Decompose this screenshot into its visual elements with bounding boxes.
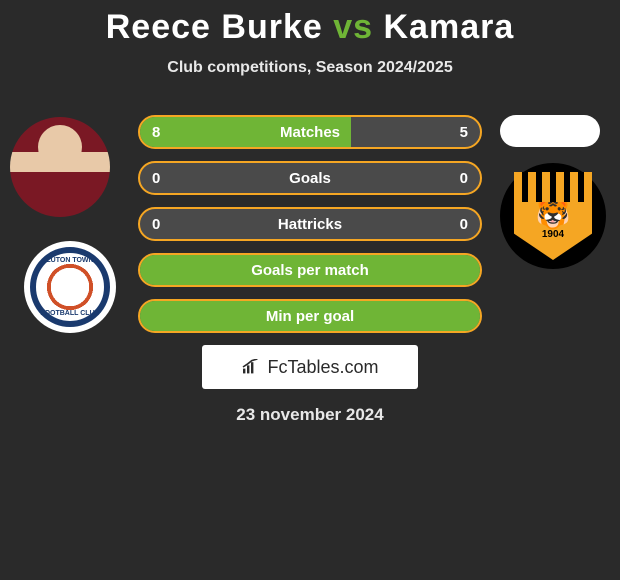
stat-value-left: 0 (140, 209, 172, 239)
tiger-icon: 🐯 (536, 198, 571, 231)
stat-bar: Min per goal (138, 299, 482, 333)
stat-value-right: 0 (448, 209, 480, 239)
content-area: LUTON TOWN FOOTBALL CLUB 🐯 1904 8 5 Matche… (0, 105, 620, 425)
stat-label: Hattricks (278, 216, 342, 233)
stat-value-left: 0 (140, 163, 172, 193)
hull-badge-stripes (514, 172, 592, 202)
stat-value-right: 0 (448, 163, 480, 193)
chart-icon (241, 359, 261, 375)
stat-bars-container: 8 5 Matches 0 0 Goals 0 0 Hattricks Goals per mat… (138, 105, 482, 333)
stat-label: Min per goal (266, 308, 354, 325)
badge1-text-top: LUTON TOWN (36, 257, 104, 264)
hull-badge-shield: 🐯 1904 (514, 172, 592, 260)
badge1-text-bottom: FOOTBALL CLUB (36, 310, 104, 317)
stat-bar: Goals per match (138, 253, 482, 287)
stat-label: Goals per match (251, 262, 369, 279)
stat-bar: 8 5 Matches (138, 115, 482, 149)
watermark-text: FcTables.com (267, 357, 378, 378)
hull-badge-year: 1904 (542, 229, 564, 240)
comparison-title: Reece Burke vs Kamara (0, 0, 620, 47)
subtitle: Club competitions, Season 2024/2025 (0, 59, 620, 77)
stat-value-left: 8 (140, 117, 172, 147)
player1-avatar (10, 117, 110, 217)
stat-value-right: 5 (448, 117, 480, 147)
player2-club-badge: 🐯 1904 (500, 163, 606, 269)
player1-club-badge: LUTON TOWN FOOTBALL CLUB (24, 241, 116, 333)
stat-label: Goals (289, 170, 331, 187)
player1-name: Reece Burke (106, 8, 323, 46)
stat-bar: 0 0 Hattricks (138, 207, 482, 241)
date-label: 23 november 2024 (0, 405, 620, 425)
player2-avatar (500, 115, 600, 147)
stat-bar: 0 0 Goals (138, 161, 482, 195)
player2-name: Kamara (384, 8, 515, 46)
luton-badge-inner: LUTON TOWN FOOTBALL CLUB (30, 247, 110, 327)
watermark: FcTables.com (202, 345, 418, 389)
vs-label: vs (333, 8, 373, 46)
stat-label: Matches (280, 124, 340, 141)
